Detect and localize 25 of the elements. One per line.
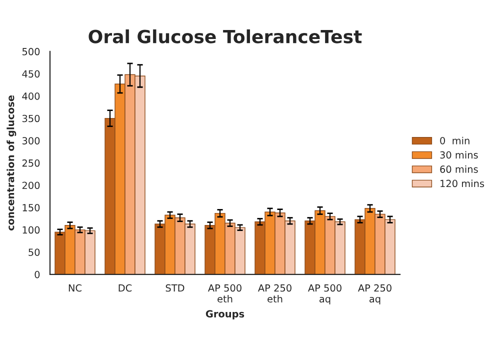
x-tick-label: STD: [166, 284, 184, 292]
x-tick-label: AP 500 eth: [208, 284, 242, 303]
y-tick-label: 450: [22, 70, 40, 78]
legend-label: 0 min: [440, 136, 470, 144]
y-tick-label: 100: [22, 226, 40, 234]
y-tick-label: 0: [34, 270, 40, 278]
x-tick-label: AP 500 aq: [308, 284, 342, 304]
x-tick-label: NC: [68, 284, 82, 292]
x-tick-label: AP 250 aq: [358, 284, 392, 304]
legend-label: 120 mins: [440, 180, 484, 188]
y-axis-title: concentration of glucose: [6, 95, 16, 230]
x-axis-title: Groups: [206, 310, 244, 320]
y-tick-label: 350: [22, 114, 40, 122]
y-tick-label: 150: [22, 204, 40, 212]
y-tick-label: 200: [22, 182, 40, 190]
y-tick-label: 300: [22, 137, 40, 144]
x-tick-label: AP 250 eth: [258, 284, 292, 303]
x-tick-label: DC: [118, 284, 132, 292]
chart-title: Oral Glucose ToleranceTest: [88, 29, 362, 44]
y-tick-label: 250: [22, 159, 40, 167]
y-tick-label: 400: [22, 92, 40, 100]
y-tick-label: 500: [22, 48, 40, 56]
legend-label: 60 mins: [440, 165, 478, 173]
y-tick-label: 50: [28, 248, 40, 256]
legend-label: 30 mins: [440, 151, 478, 159]
